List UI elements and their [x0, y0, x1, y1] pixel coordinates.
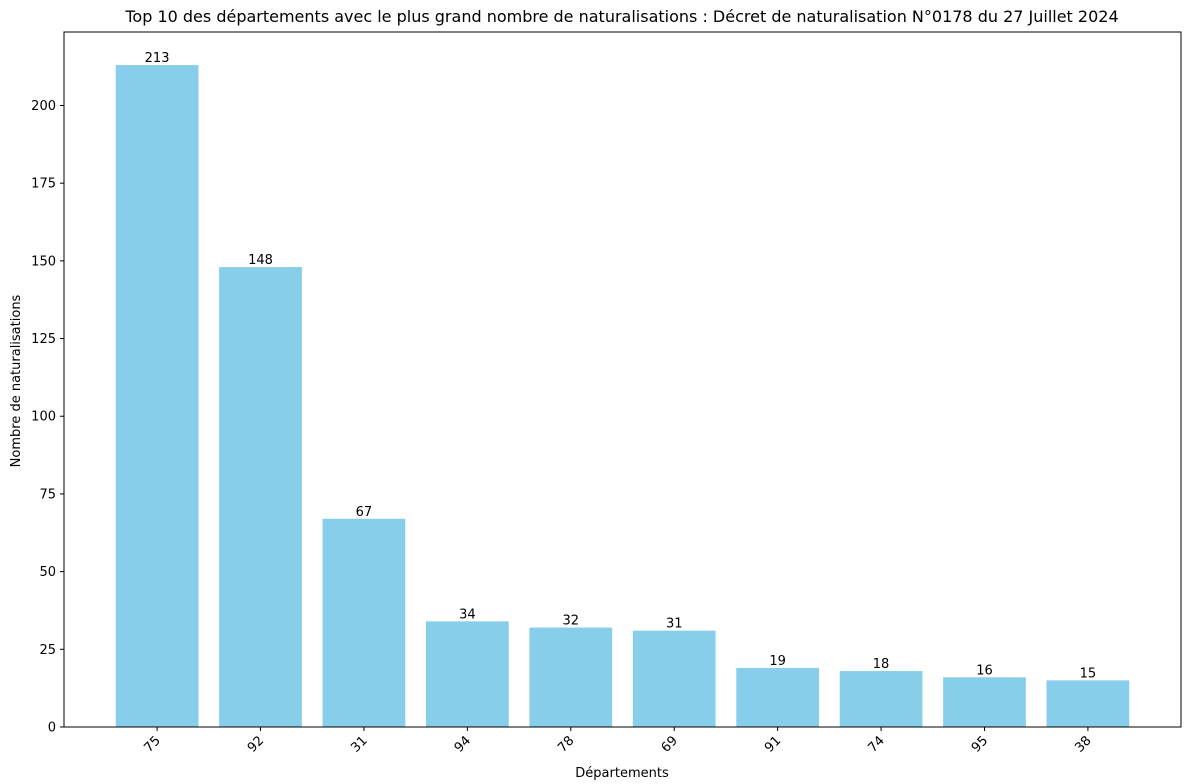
- bar-69: [632, 630, 716, 727]
- y-tick-label: 25: [39, 643, 56, 658]
- bars: 213 148 67 34 32 31 19 18 16 15: [115, 51, 1130, 728]
- y-tick-label: 125: [31, 332, 56, 347]
- y-tick-label: 100: [31, 410, 56, 425]
- data-label-78: 32: [563, 614, 580, 629]
- bar-92: [219, 267, 302, 727]
- x-tick-label: 94: [452, 733, 474, 755]
- plot-frame: [63, 31, 1182, 728]
- data-label-74: 18: [873, 657, 890, 672]
- y-tick-label: 50: [39, 565, 56, 580]
- x-tick-label: 78: [555, 733, 577, 755]
- x-axis-title: Départements: [575, 766, 669, 781]
- bar-91: [736, 667, 820, 727]
- y-tick-label: 0: [48, 721, 56, 736]
- data-label-38: 15: [1080, 666, 1097, 681]
- bar-75: [115, 65, 199, 728]
- bar-95: [943, 677, 1026, 727]
- bar-38: [1046, 680, 1130, 727]
- chart-title: Top 10 des départements avec le plus gra…: [124, 7, 1118, 26]
- data-label-91: 19: [769, 654, 786, 669]
- bar-94: [425, 621, 509, 727]
- y-axis-title: Nombre de naturalisations: [9, 294, 24, 467]
- y-axis-ticks: 0 25 50 75 100 125 150 175 200: [31, 99, 64, 736]
- axes: [63, 31, 1182, 728]
- data-label-69: 31: [666, 617, 683, 632]
- bar-31: [322, 518, 406, 727]
- x-tick-label: 74: [865, 733, 887, 755]
- x-tick-label: 31: [348, 733, 370, 755]
- x-tick-label: 95: [969, 733, 991, 755]
- x-tick-label: 91: [762, 733, 784, 755]
- x-tick-label: 75: [141, 733, 163, 755]
- x-tick-label: 38: [1072, 733, 1094, 755]
- x-tick-label: 92: [245, 733, 267, 755]
- data-label-75: 213: [145, 51, 170, 66]
- x-axis-ticks: 75 92 31 94 78 69 91 74 95 38: [141, 727, 1095, 756]
- data-label-92: 148: [248, 253, 273, 268]
- y-tick-label: 75: [39, 487, 56, 502]
- y-tick-label: 175: [31, 177, 56, 192]
- data-label-94: 34: [459, 607, 476, 622]
- y-tick-label: 150: [31, 254, 56, 269]
- data-label-31: 67: [356, 505, 373, 520]
- y-tick-label: 200: [31, 99, 56, 114]
- x-tick-label: 69: [659, 733, 681, 755]
- bar-74: [839, 671, 923, 727]
- bar-78: [529, 627, 613, 727]
- data-label-95: 16: [976, 663, 993, 678]
